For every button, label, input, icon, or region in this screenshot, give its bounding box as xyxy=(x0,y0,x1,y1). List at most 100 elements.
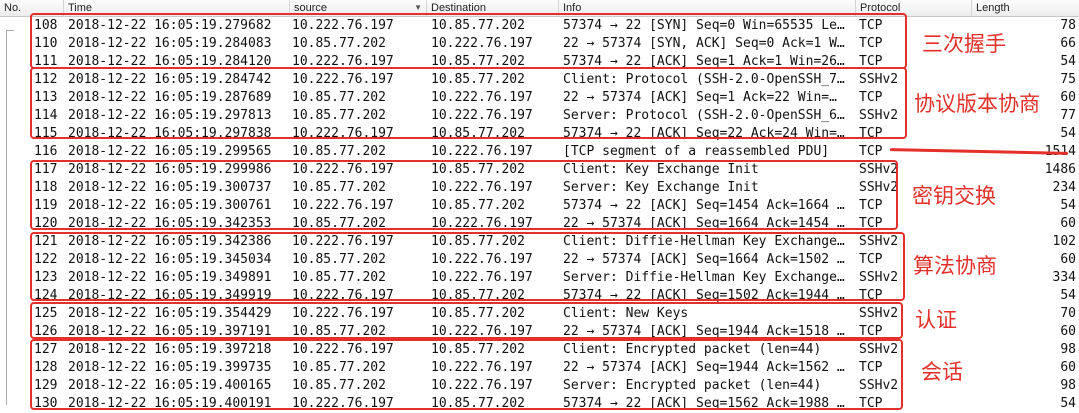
packet-source: 10.222.76.197 xyxy=(292,396,394,411)
packet-length: 234 xyxy=(1052,180,1076,195)
packet-destination: 10.222.76.197 xyxy=(431,378,533,393)
packet-destination: 10.85.77.202 xyxy=(431,342,525,357)
annotation-label-version-negotiation: 协议版本协商 xyxy=(914,92,1040,116)
packet-length: 54 xyxy=(1060,288,1076,303)
packet-info: 22 → 57374 [SYN, ACK] Seq=0 Ack=1 W… xyxy=(563,36,845,51)
packet-time: 2018-12-22 16:05:19.400165 xyxy=(68,378,272,393)
packet-protocol: SSHv2 xyxy=(859,342,899,357)
packet-time: 2018-12-22 16:05:19.287689 xyxy=(68,90,272,105)
packet-source: 10.85.77.202 xyxy=(292,90,386,105)
packet-info: 22 → 57374 [ACK] Seq=1944 Ack=1518 … xyxy=(563,324,845,339)
packet-no: 123 xyxy=(34,270,58,285)
packet-destination: 10.222.76.197 xyxy=(431,216,533,231)
table-row[interactable]: 123 2018-12-22 16:05:19.349891 10.85.77.20… xyxy=(0,269,1079,287)
table-row[interactable]: 129 2018-12-22 16:05:19.400165 10.85.77.20… xyxy=(0,377,1079,395)
column-header-no[interactable]: No. xyxy=(0,0,64,16)
table-row[interactable]: 108 2018-12-22 16:05:19.279682 10.222.76.1… xyxy=(0,17,1079,35)
packet-time: 2018-12-22 16:05:19.279682 xyxy=(68,18,272,33)
packet-destination: 10.222.76.197 xyxy=(431,108,533,123)
packet-destination: 10.222.76.197 xyxy=(431,270,533,285)
packet-source: 10.85.77.202 xyxy=(292,360,386,375)
packet-protocol: TCP xyxy=(859,360,883,375)
packet-time: 2018-12-22 16:05:19.397218 xyxy=(68,342,272,357)
packet-info: 57374 → 22 [SYN] Seq=0 Win=65535 Le… xyxy=(563,18,845,33)
table-row[interactable]: 116 2018-12-22 16:05:19.299565 10.85.77.20… xyxy=(0,143,1079,161)
packet-length: 54 xyxy=(1060,126,1076,141)
packet-source: 10.85.77.202 xyxy=(292,144,386,159)
table-row[interactable]: 125 2018-12-22 16:05:19.354429 10.222.76.1… xyxy=(0,305,1079,323)
packet-length: 75 xyxy=(1060,72,1076,87)
packet-info: Server: Diffie-Hellman Key Exchange… xyxy=(563,270,845,285)
table-row[interactable]: 128 2018-12-22 16:05:19.399735 10.85.77.20… xyxy=(0,359,1079,377)
packet-time: 2018-12-22 16:05:19.349891 xyxy=(68,270,272,285)
annotation-label-session: 会话 xyxy=(921,360,963,384)
packet-length: 77 xyxy=(1060,108,1076,123)
table-row[interactable]: 121 2018-12-22 16:05:19.342386 10.222.76.1… xyxy=(0,233,1079,251)
column-header-no-label: No. xyxy=(4,2,22,14)
packet-length: 54 xyxy=(1060,54,1076,69)
column-header-time[interactable]: Time xyxy=(64,0,290,16)
annotation-box-algorithm-negotiation xyxy=(30,232,905,301)
table-row[interactable]: 112 2018-12-22 16:05:19.284742 10.222.76.1… xyxy=(0,71,1079,89)
column-header-protocol[interactable]: Protocol xyxy=(856,0,972,16)
packet-info: Client: Encrypted packet (len=44) xyxy=(563,342,822,357)
packet-length: 1486 xyxy=(1044,162,1076,177)
table-row[interactable]: 127 2018-12-22 16:05:19.397218 10.222.76.1… xyxy=(0,341,1079,359)
packet-destination: 10.85.77.202 xyxy=(431,198,525,213)
packet-protocol: SSHv2 xyxy=(859,306,899,321)
packet-no: 118 xyxy=(34,180,58,195)
packet-time: 2018-12-22 16:05:19.399735 xyxy=(68,360,272,375)
packet-source: 10.85.77.202 xyxy=(292,36,386,51)
column-header-info[interactable]: Info xyxy=(559,0,856,16)
packet-protocol: SSHv2 xyxy=(859,180,899,195)
packet-no: 116 xyxy=(34,144,58,159)
packet-time: 2018-12-22 16:05:19.397191 xyxy=(68,324,272,339)
table-row[interactable]: 118 2018-12-22 16:05:19.300737 10.85.77.20… xyxy=(0,179,1079,197)
packet-time: 2018-12-22 16:05:19.299986 xyxy=(68,162,272,177)
packet-protocol: SSHv2 xyxy=(859,234,899,249)
packet-time: 2018-12-22 16:05:19.300737 xyxy=(68,180,272,195)
column-header-destination[interactable]: Destination xyxy=(427,0,559,16)
table-row[interactable]: 113 2018-12-22 16:05:19.287689 10.85.77.20… xyxy=(0,89,1079,107)
packet-no: 113 xyxy=(34,90,58,105)
packet-protocol: TCP xyxy=(859,198,883,213)
annotation-label-authentication: 认证 xyxy=(915,308,957,332)
table-row[interactable]: 119 2018-12-22 16:05:19.300761 10.222.76.1… xyxy=(0,197,1079,215)
table-row[interactable]: 126 2018-12-22 16:05:19.397191 10.85.77.20… xyxy=(0,323,1079,341)
packet-protocol: TCP xyxy=(859,144,883,159)
packet-protocol: TCP xyxy=(859,324,883,339)
table-row[interactable]: 120 2018-12-22 16:05:19.342353 10.85.77.20… xyxy=(0,215,1079,233)
packet-time: 2018-12-22 16:05:19.342386 xyxy=(68,234,272,249)
table-row[interactable]: 117 2018-12-22 16:05:19.299986 10.222.76.1… xyxy=(0,161,1079,179)
table-row[interactable]: 110 2018-12-22 16:05:19.284083 10.85.77.20… xyxy=(0,35,1079,53)
packet-time: 2018-12-22 16:05:19.297813 xyxy=(68,108,272,123)
packet-time: 2018-12-22 16:05:19.284120 xyxy=(68,54,272,69)
column-header-info-label: Info xyxy=(563,2,582,14)
table-row[interactable]: 114 2018-12-22 16:05:19.297813 10.85.77.20… xyxy=(0,107,1079,125)
packet-length: 60 xyxy=(1060,216,1076,231)
column-header-length[interactable]: Length xyxy=(972,0,1079,16)
packet-time: 2018-12-22 16:05:19.284083 xyxy=(68,36,272,51)
packet-length: 98 xyxy=(1060,342,1076,357)
packet-no: 119 xyxy=(34,198,58,213)
packet-protocol: TCP xyxy=(859,90,883,105)
sort-descending-icon: ▼ xyxy=(414,3,422,12)
table-row[interactable]: 130 2018-12-22 16:05:19.400191 10.222.76.1… xyxy=(0,395,1079,413)
packet-length: 54 xyxy=(1060,198,1076,213)
annotation-box-session xyxy=(30,339,903,410)
table-row[interactable]: 122 2018-12-22 16:05:19.345034 10.85.77.20… xyxy=(0,251,1079,269)
packet-no: 120 xyxy=(34,216,58,231)
packet-info: 22 → 57374 [ACK] Seq=1664 Ack=1502 … xyxy=(563,252,845,267)
packet-no: 125 xyxy=(34,306,58,321)
packet-length: 334 xyxy=(1052,270,1076,285)
annotation-label-algorithm-negotiation: 算法协商 xyxy=(913,254,997,278)
column-header-source[interactable]: source ▼ xyxy=(290,0,427,16)
packet-info: Server: Key Exchange Init xyxy=(563,180,759,195)
packet-destination: 10.222.76.197 xyxy=(431,90,533,105)
packet-source: 10.85.77.202 xyxy=(292,108,386,123)
annotation-box-handshake xyxy=(30,13,907,69)
annotation-box-authentication xyxy=(30,302,903,339)
packet-destination: 10.222.76.197 xyxy=(431,360,533,375)
packet-source: 10.85.77.202 xyxy=(292,180,386,195)
table-row[interactable]: 111 2018-12-22 16:05:19.284120 10.222.76.1… xyxy=(0,53,1079,71)
